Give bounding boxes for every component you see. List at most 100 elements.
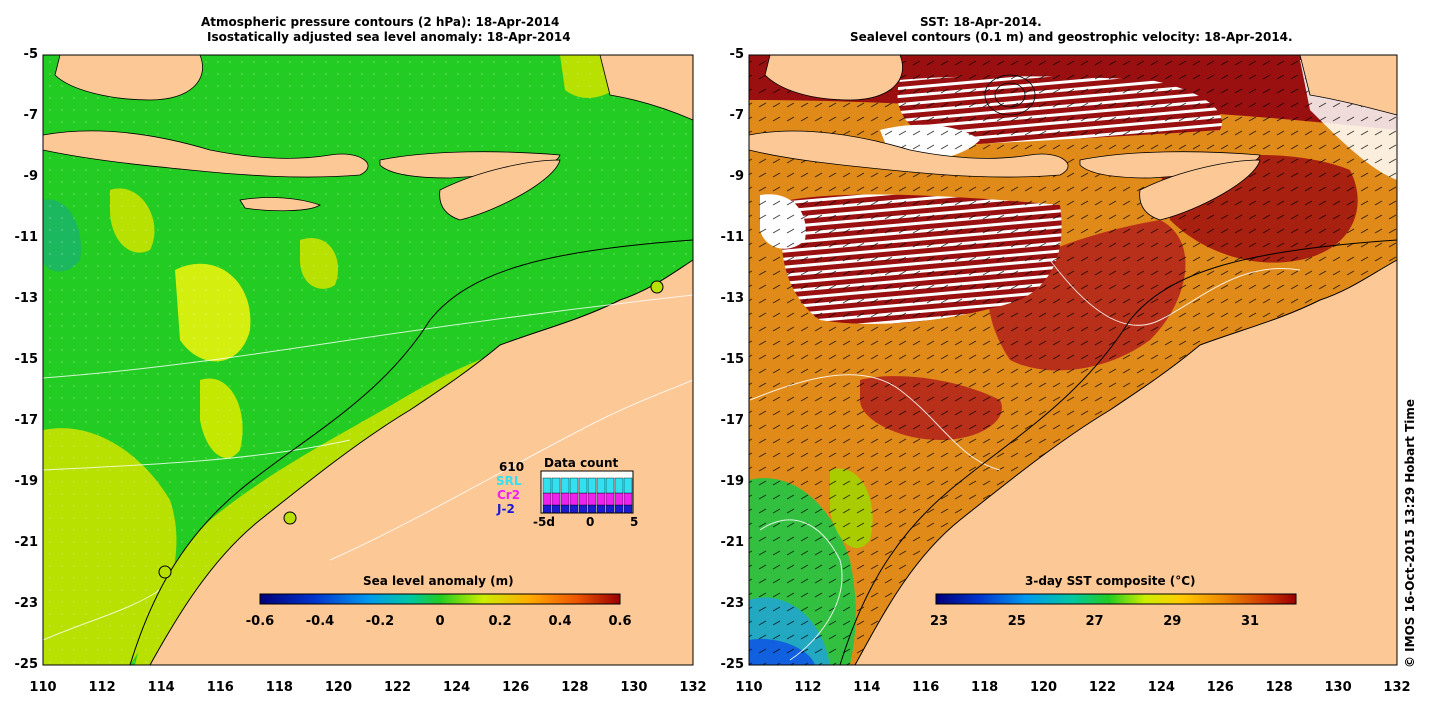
data-count-bar bbox=[578, 477, 588, 494]
x-tick-label: 116 bbox=[912, 680, 940, 695]
x-tick-label: 124 bbox=[443, 680, 471, 695]
y-tick-label: -21 bbox=[14, 535, 39, 550]
sst-colorbar bbox=[935, 593, 1297, 605]
x-tick-label: 116 bbox=[206, 680, 234, 695]
x-tick-label: 126 bbox=[502, 680, 530, 695]
y-tick-label: -23 bbox=[720, 596, 745, 611]
y-tick-label: -23 bbox=[14, 596, 39, 611]
sst-colorbar-title: 3-day SST composite (°C) bbox=[1025, 574, 1196, 588]
data-count-bar bbox=[587, 504, 597, 514]
data-count-source-j2: J-2 bbox=[497, 502, 515, 516]
x-tick-label: 120 bbox=[324, 680, 353, 695]
x-tick-label: 122 bbox=[1088, 680, 1117, 695]
x-tick-label: 110 bbox=[735, 680, 763, 695]
data-count-bar bbox=[596, 492, 606, 506]
sst-map bbox=[748, 54, 1398, 666]
data-count-bar bbox=[614, 504, 624, 514]
y-tick-label: -13 bbox=[720, 291, 745, 306]
x-tick-label: 130 bbox=[620, 680, 648, 695]
y-tick-label: -5 bbox=[23, 47, 38, 62]
data-count-bar bbox=[560, 504, 570, 514]
data-count-bar bbox=[587, 477, 597, 494]
colorbar-tick-label: 29 bbox=[1163, 614, 1182, 629]
data-count-bar bbox=[569, 477, 579, 494]
colorbar-tick-label: 0.2 bbox=[488, 614, 512, 629]
data-count-bar bbox=[596, 504, 606, 514]
data-count-bar bbox=[560, 492, 570, 506]
x-tick-label: 118 bbox=[265, 680, 293, 695]
colorbar-tick-label: -0.4 bbox=[305, 614, 335, 629]
y-tick-label: -17 bbox=[720, 413, 745, 428]
right-title-line1: SST: 18-Apr-2014. bbox=[920, 15, 1042, 29]
data-count-bar bbox=[614, 477, 624, 494]
y-tick-label: -13 bbox=[14, 291, 39, 306]
data-count-title: Data count bbox=[544, 456, 619, 470]
data-count-tick-mid: 0 bbox=[586, 515, 595, 529]
colorbar-tick-label: 25 bbox=[1007, 614, 1026, 629]
colorbar-tick-label: 27 bbox=[1085, 614, 1104, 629]
x-tick-label: 128 bbox=[1265, 680, 1293, 695]
x-tick-label: 114 bbox=[147, 680, 175, 695]
data-count-bar bbox=[560, 477, 570, 494]
data-count-bar bbox=[623, 492, 633, 506]
data-count-bar bbox=[623, 477, 633, 494]
x-tick-label: 132 bbox=[679, 680, 707, 695]
x-tick-label: 132 bbox=[1383, 680, 1411, 695]
data-count-bar bbox=[551, 504, 561, 514]
left-title-line2: Isostatically adjusted sea level anomaly… bbox=[207, 30, 571, 44]
x-tick-label: 110 bbox=[29, 680, 57, 695]
data-count-bar bbox=[542, 492, 552, 506]
data-count-bar bbox=[569, 492, 579, 506]
sla-map bbox=[42, 54, 694, 666]
y-tick-label: -9 bbox=[729, 169, 744, 184]
colorbar-tick-label: 0 bbox=[435, 614, 445, 629]
y-tick-label: -25 bbox=[720, 657, 745, 672]
data-count-bar bbox=[578, 504, 588, 514]
data-count-bar bbox=[614, 492, 624, 506]
y-tick-label: -5 bbox=[729, 47, 744, 62]
data-count-tick-start: -5d bbox=[533, 515, 555, 529]
colorbar-tick-label: 0.6 bbox=[608, 614, 632, 629]
data-count-bar bbox=[542, 504, 552, 514]
y-tick-label: -25 bbox=[14, 657, 39, 672]
colorbar-tick-label: -0.6 bbox=[245, 614, 275, 629]
y-tick-label: -19 bbox=[14, 474, 39, 489]
y-tick-label: -11 bbox=[720, 230, 745, 245]
y-tick-label: -17 bbox=[14, 413, 39, 428]
data-count-bar bbox=[578, 492, 588, 506]
sla-colorbar-title: Sea level anomaly (m) bbox=[363, 574, 514, 588]
left-title-line1: Atmospheric pressure contours (2 hPa): 1… bbox=[201, 15, 560, 29]
x-tick-label: 130 bbox=[1324, 680, 1352, 695]
data-count-source-cr2: Cr2 bbox=[497, 488, 521, 502]
data-count-bar bbox=[569, 504, 579, 514]
y-tick-label: -9 bbox=[23, 169, 38, 184]
y-tick-label: -21 bbox=[720, 535, 745, 550]
x-tick-label: 114 bbox=[853, 680, 881, 695]
x-tick-label: 120 bbox=[1029, 680, 1058, 695]
x-tick-label: 118 bbox=[971, 680, 999, 695]
x-tick-label: 112 bbox=[794, 680, 822, 695]
data-count-bar bbox=[596, 477, 606, 494]
colorbar-tick-label: -0.2 bbox=[365, 614, 395, 629]
y-tick-label: -19 bbox=[720, 474, 745, 489]
x-tick-label: 112 bbox=[88, 680, 116, 695]
y-tick-label: -7 bbox=[23, 108, 38, 123]
data-count-tick-end: 5 bbox=[630, 515, 639, 529]
data-count-bar bbox=[551, 492, 561, 506]
colorbar-tick-label: 23 bbox=[929, 614, 949, 629]
y-tick-label: -15 bbox=[14, 352, 39, 367]
colorbar-tick-label: 0.4 bbox=[548, 614, 572, 629]
data-count-source-srl: SRL bbox=[496, 474, 522, 488]
y-tick-label: -15 bbox=[720, 352, 745, 367]
imos-credit: © IMOS 16-Oct-2015 13:29 Hobart Time bbox=[1403, 398, 1417, 668]
colorbar-tick-label: 31 bbox=[1240, 614, 1260, 629]
x-tick-label: 128 bbox=[561, 680, 589, 695]
data-count-bar bbox=[542, 477, 552, 494]
x-tick-label: 122 bbox=[383, 680, 412, 695]
data-count-bar bbox=[587, 492, 597, 506]
x-tick-label: 124 bbox=[1147, 680, 1175, 695]
x-tick-label: 126 bbox=[1206, 680, 1234, 695]
data-count-bar bbox=[623, 504, 633, 514]
y-tick-label: -11 bbox=[14, 230, 39, 245]
